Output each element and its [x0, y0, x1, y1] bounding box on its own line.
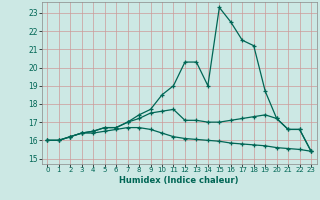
X-axis label: Humidex (Indice chaleur): Humidex (Indice chaleur) — [119, 176, 239, 185]
